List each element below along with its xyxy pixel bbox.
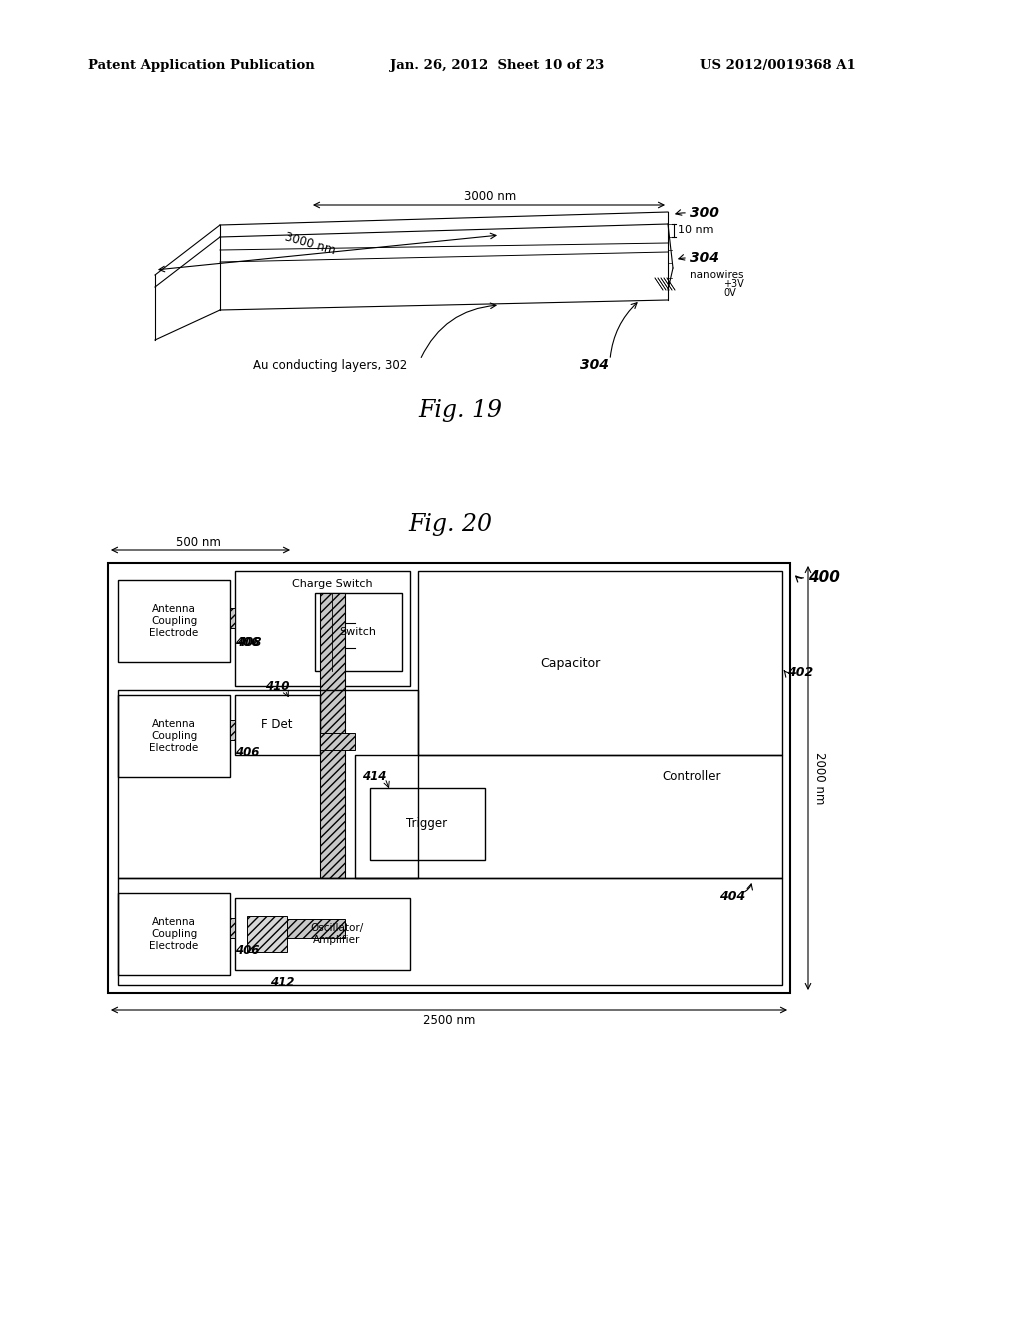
Text: Controller: Controller [663, 771, 721, 784]
Bar [230, 719, 234, 741]
Text: Capacitor: Capacitor [540, 656, 600, 669]
Bar [234, 572, 410, 686]
Text: Antenna
Coupling
Electrode: Antenna Coupling Electrode [150, 605, 199, 638]
Text: US 2012/0019368 A1: US 2012/0019368 A1 [700, 58, 856, 71]
Text: 400: 400 [808, 570, 840, 586]
Text: Fig. 20: Fig. 20 [408, 513, 492, 536]
Bar [234, 898, 410, 970]
Bar [370, 788, 485, 861]
Text: 2000 nm: 2000 nm [813, 752, 826, 804]
Text: Au conducting layers, 302: Au conducting layers, 302 [253, 359, 408, 371]
Text: nanowires: nanowires [690, 271, 743, 280]
Bar [355, 755, 782, 878]
Text: F Det: F Det [261, 718, 293, 731]
Bar [287, 919, 345, 939]
Text: Charge Switch: Charge Switch [292, 579, 373, 589]
Bar [230, 609, 234, 628]
Bar [319, 593, 345, 878]
Text: 406: 406 [234, 747, 259, 759]
Text: 406: 406 [234, 635, 259, 648]
Text: 2500 nm: 2500 nm [423, 1014, 475, 1027]
Text: Antenna
Coupling
Electrode: Antenna Coupling Electrode [150, 719, 199, 752]
Bar [118, 696, 230, 777]
Text: 408: 408 [237, 635, 261, 648]
Text: 3000 nm: 3000 nm [464, 190, 516, 203]
Text: 0V: 0V [723, 288, 736, 298]
Bar [315, 593, 402, 671]
Text: 3000 nm: 3000 nm [283, 231, 337, 257]
Text: Patent Application Publication: Patent Application Publication [88, 58, 314, 71]
Text: 410: 410 [265, 681, 290, 693]
Text: +3V: +3V [723, 279, 743, 289]
Text: Oscillator/
Amplifier: Oscillator/ Amplifier [310, 923, 364, 945]
Text: 304: 304 [580, 358, 609, 372]
Text: Antenna
Coupling
Electrode: Antenna Coupling Electrode [150, 917, 199, 950]
Bar [247, 916, 287, 952]
Text: Jan. 26, 2012  Sheet 10 of 23: Jan. 26, 2012 Sheet 10 of 23 [390, 58, 604, 71]
Text: 300: 300 [690, 206, 719, 220]
Text: Trigger: Trigger [407, 817, 447, 830]
Text: Switch: Switch [340, 627, 377, 638]
Text: 402: 402 [787, 667, 813, 680]
Text: 304: 304 [690, 251, 719, 265]
Text: 500 nm: 500 nm [175, 536, 220, 549]
Bar [118, 690, 418, 878]
Text: 10 nm: 10 nm [678, 224, 714, 235]
Text: 412: 412 [270, 977, 294, 990]
Bar [108, 564, 790, 993]
Bar [230, 917, 234, 939]
Text: 414: 414 [362, 770, 386, 783]
Text: Fig. 19: Fig. 19 [418, 399, 502, 421]
Text: 404: 404 [719, 890, 745, 903]
Bar [118, 878, 782, 985]
Bar [234, 696, 319, 755]
Bar [118, 894, 230, 975]
Bar [319, 733, 355, 750]
Text: 406: 406 [234, 945, 259, 957]
Bar [118, 579, 230, 663]
Bar [418, 572, 782, 755]
